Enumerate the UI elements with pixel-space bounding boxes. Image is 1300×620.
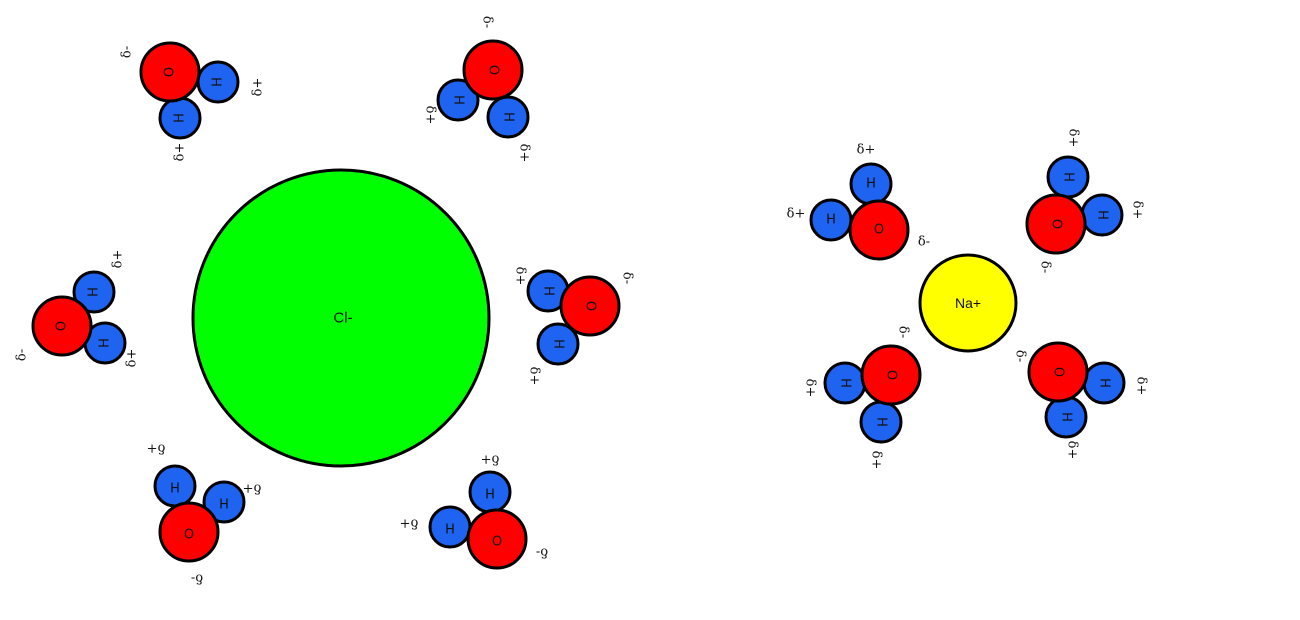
hydrogen-label: H: [874, 417, 889, 427]
sodium-ion: [918, 253, 1018, 353]
partial-negative-charge: δ-: [1013, 350, 1028, 362]
oxygen-label: O: [55, 321, 70, 331]
oxygen-atom: [1027, 341, 1089, 403]
chloride-ion-label: Cl-: [333, 310, 352, 327]
oxygen-atom: [1025, 193, 1087, 255]
oxygen-label: O: [874, 223, 884, 238]
hydrogen-label: H: [866, 177, 876, 192]
partial-negative-charge: δ-: [918, 235, 930, 250]
partial-positive-charge: δ+: [147, 441, 166, 456]
water-molecule: H H Oδ-δ+ δ+: [15, 250, 140, 368]
sodium-ion-label: Na+: [955, 295, 981, 311]
hydrogen-label: H: [838, 378, 853, 388]
water-molecule: H H Oδ-δ+ δ+: [1013, 341, 1149, 460]
oxygen-atom: [559, 275, 621, 337]
partial-negative-charge: δ-: [1038, 261, 1053, 273]
hydrogen-atom: [536, 322, 580, 366]
partial-positive-charge: δ+: [857, 143, 876, 158]
oxygen-label: O: [492, 532, 502, 547]
partial-positive-charge: δ+: [1065, 441, 1080, 460]
hydrogen-label: H: [1059, 412, 1074, 422]
partial-positive-charge: δ+: [251, 78, 266, 97]
partial-positive-charge: δ+: [527, 367, 542, 386]
chloride-ion: [191, 168, 491, 468]
partial-positive-charge: δ+: [787, 207, 806, 222]
partial-positive-charge: δ+: [1134, 377, 1149, 396]
partial-positive-charge: δ+: [423, 106, 438, 125]
oxygen-label: O: [486, 65, 501, 75]
water-molecule: H H Oδ-δ+ δ+: [803, 326, 922, 470]
oxygen-atom: [31, 295, 93, 357]
partial-negative-charge: δ-: [536, 545, 548, 560]
hydrogen-label: H: [451, 95, 466, 105]
partial-positive-charge: δ+: [125, 349, 140, 368]
partial-negative-charge: δ-: [896, 326, 911, 338]
partial-positive-charge: δ+: [111, 250, 126, 269]
oxygen-atom: [139, 41, 201, 103]
hydrogen-label: H: [211, 77, 226, 87]
partial-positive-charge: δ+: [243, 481, 262, 496]
partial-positive-charge: δ+: [513, 267, 528, 286]
hydrogen-label: H: [98, 338, 113, 348]
oxygen-label: O: [184, 525, 194, 540]
hydrogen-label: H: [501, 112, 516, 122]
hydrogen-label: H: [551, 339, 566, 349]
oxygen-label: O: [1049, 219, 1064, 229]
water-molecule: H H Oδ-δ+ δ+: [400, 452, 548, 570]
hydrogen-atom: [72, 270, 116, 314]
hydrogen-label: H: [445, 520, 455, 535]
hydrogen-label: H: [170, 479, 180, 494]
hydrogen-atom: [202, 480, 246, 524]
water-molecule: H H Oδ-δ+ δ+: [423, 16, 532, 162]
oxygen-label: O: [163, 67, 178, 77]
partial-positive-charge: δ+: [1130, 201, 1145, 220]
hydrogen-atom: [486, 95, 530, 139]
water-molecule: H H Oδ-δ+ δ+: [513, 267, 635, 386]
hydrogen-atom: [436, 78, 480, 122]
sodium-hydration-shell: Na+: [918, 253, 1018, 353]
hydrogen-label: H: [87, 287, 102, 297]
hydrogen-label: H: [541, 286, 556, 296]
partial-negative-charge: δ-: [620, 272, 635, 284]
hydrogen-label: H: [1061, 172, 1076, 182]
water-molecule: H H Oδ-δ+ δ+: [1025, 129, 1145, 273]
partial-positive-charge: δ+: [517, 144, 532, 163]
partial-positive-charge: δ+: [481, 452, 500, 467]
hydrogen-label: H: [485, 485, 495, 500]
partial-negative-charge: δ-: [120, 46, 135, 58]
hydrogen-label: H: [219, 495, 229, 510]
partial-positive-charge: δ+: [400, 516, 419, 531]
partial-negative-charge: δ-: [480, 16, 495, 28]
partial-negative-charge: δ-: [15, 349, 30, 361]
partial-positive-charge: δ+: [869, 451, 884, 470]
chloride-hydration-shell: Cl-: [191, 168, 491, 468]
hydrogen-label: H: [1097, 378, 1112, 388]
oxygen-label: O: [1051, 367, 1066, 377]
hydrogen-label: H: [173, 113, 188, 123]
hydrogen-label: H: [1095, 210, 1110, 220]
partial-positive-charge: δ+: [1066, 129, 1081, 148]
oxygen-atom: [462, 39, 524, 101]
oxygen-atom: [860, 344, 922, 406]
oxygen-atom: [466, 508, 528, 570]
water-molecule: H H Oδ-δ+ δ+: [147, 441, 262, 586]
oxygen-label: O: [884, 370, 899, 380]
water-molecules: H H Oδ-δ+ δ+ H H Oδ-δ+ δ+ H H Oδ-δ+ δ+ H H Oδ-δ+ δ+ H H Oδ…: [15, 16, 1149, 586]
partial-negative-charge: δ-: [191, 571, 203, 586]
oxygen-atom: [848, 199, 910, 261]
water-molecule: H H Oδ-δ+ δ+: [120, 41, 266, 162]
hydrogen-label: H: [826, 213, 836, 228]
oxygen-atom: [158, 501, 220, 563]
oxygen-label: O: [583, 301, 598, 311]
partial-positive-charge: δ+: [173, 143, 188, 162]
partial-positive-charge: δ+: [803, 379, 818, 398]
water-molecule: H H Oδ-δ+ δ+: [787, 143, 930, 261]
